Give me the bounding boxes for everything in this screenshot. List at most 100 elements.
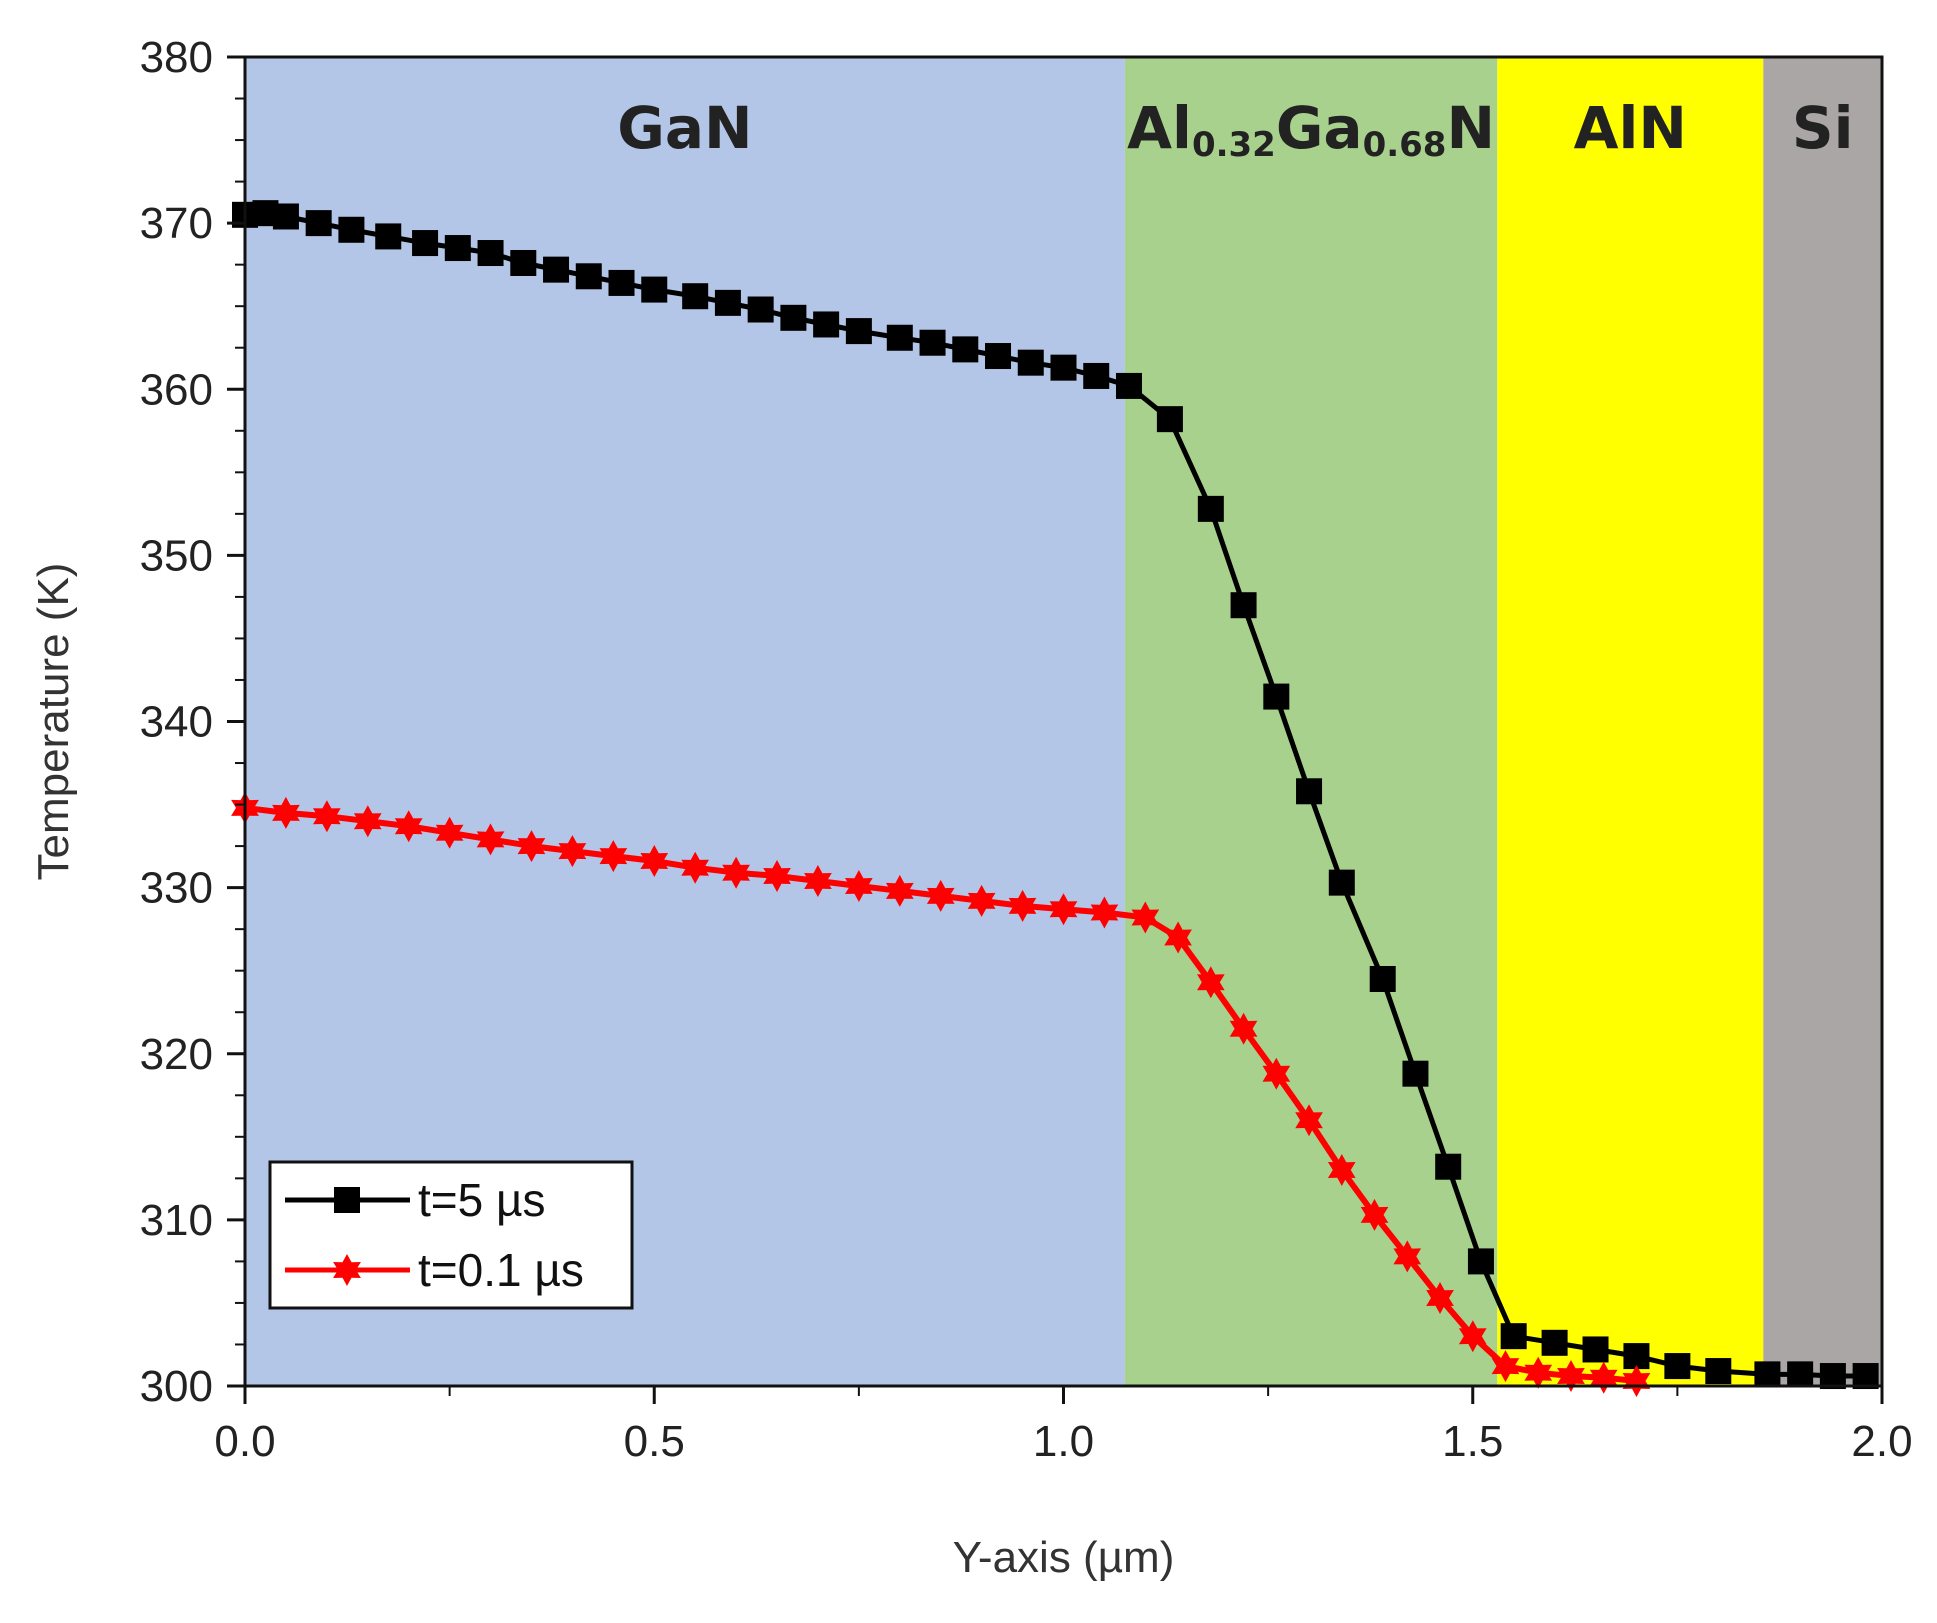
data-point xyxy=(1426,1282,1454,1314)
data-point xyxy=(1458,1320,1487,1353)
data-point xyxy=(1197,966,1225,999)
data-point xyxy=(1328,869,1355,896)
y-axis-title: Temperature (K) xyxy=(29,563,78,881)
legend-label: t=0.1 µs xyxy=(418,1244,584,1296)
data-point xyxy=(1664,1353,1691,1380)
data-point xyxy=(1049,893,1078,926)
data-point xyxy=(1008,889,1037,922)
data-point xyxy=(681,851,709,884)
data-point xyxy=(272,796,300,829)
data-point xyxy=(575,263,602,290)
data-point xyxy=(1754,1361,1781,1388)
y-tick-label: 300 xyxy=(140,1362,213,1411)
legend: t=5 µs t=0.1 µs xyxy=(268,1160,634,1310)
region-label-1: Al0.32Ga0.68N xyxy=(1127,94,1495,165)
x-tick-label: 0.0 xyxy=(214,1417,275,1466)
y-tick-label: 320 xyxy=(140,1030,213,1079)
data-point xyxy=(517,830,546,863)
data-point xyxy=(985,343,1012,370)
data-point xyxy=(1229,1012,1258,1045)
data-point xyxy=(747,296,774,323)
x-tick-label: 2.0 xyxy=(1851,1417,1912,1466)
legend-label: t=5 µs xyxy=(418,1174,546,1226)
data-point xyxy=(886,324,913,351)
data-point xyxy=(804,865,832,897)
y-tick-label: 380 xyxy=(140,33,213,82)
data-point xyxy=(1295,1104,1323,1137)
data-point xyxy=(313,800,341,833)
x-tick-label: 1.5 xyxy=(1442,1417,1503,1466)
data-point xyxy=(1197,495,1224,522)
legend-box xyxy=(268,1160,634,1310)
data-point xyxy=(1115,372,1142,399)
data-point xyxy=(1164,921,1192,954)
data-point xyxy=(375,223,402,250)
data-point xyxy=(1360,1198,1389,1231)
data-point xyxy=(1557,1360,1585,1392)
data-point xyxy=(845,318,872,345)
x-axis: 0.0 0.5 1.0 1.5 2.0 xyxy=(214,1386,1913,1466)
data-point xyxy=(477,240,504,267)
data-point xyxy=(608,269,635,296)
region-label-2: AlN xyxy=(1574,94,1687,162)
region-aln xyxy=(1497,57,1764,1386)
data-point xyxy=(412,230,439,257)
x-tick-label: 1.0 xyxy=(1033,1417,1094,1466)
data-point xyxy=(1262,1057,1291,1090)
data-point xyxy=(967,884,996,917)
data-point xyxy=(444,235,471,262)
data-point xyxy=(1582,1336,1609,1363)
data-point xyxy=(435,816,464,849)
y-tick-label: 330 xyxy=(140,864,213,913)
data-point xyxy=(845,870,873,902)
region-label-0: GaN xyxy=(617,94,752,162)
data-point xyxy=(763,860,791,892)
x-axis-title: Y-axis (µm) xyxy=(953,1533,1175,1582)
y-tick-label: 310 xyxy=(140,1196,213,1245)
data-point xyxy=(1327,1154,1356,1186)
y-tick-label: 340 xyxy=(140,698,213,747)
data-point xyxy=(1491,1350,1520,1383)
data-point xyxy=(1623,1343,1650,1370)
region-si xyxy=(1763,57,1882,1386)
y-axis: 300 310 320 330 340 350 360 370 380 xyxy=(140,33,245,1411)
data-point xyxy=(919,329,946,356)
data-point xyxy=(1467,1248,1494,1275)
y-tick-label: 350 xyxy=(140,531,213,580)
data-point xyxy=(1524,1356,1553,1389)
legend-marker xyxy=(334,1187,360,1213)
region-label-3: Si xyxy=(1792,94,1854,162)
data-point xyxy=(394,810,423,843)
data-point xyxy=(476,823,505,856)
data-point xyxy=(641,276,668,303)
y-tick-label: 370 xyxy=(140,199,213,248)
material-labels: GaN Al0.32Ga0.68N AlN Si xyxy=(617,94,1853,165)
data-point xyxy=(1156,406,1183,433)
data-point xyxy=(1017,349,1044,376)
data-point xyxy=(926,879,955,912)
data-point xyxy=(813,311,840,338)
data-point xyxy=(353,805,382,838)
data-point xyxy=(780,304,807,331)
data-point xyxy=(338,216,365,243)
region-al0-32ga0-68n xyxy=(1124,57,1498,1386)
data-point xyxy=(714,289,741,316)
y-tick-label: 360 xyxy=(140,365,213,414)
data-point xyxy=(1050,354,1077,381)
data-point xyxy=(510,249,537,276)
data-point xyxy=(1369,965,1396,992)
data-point xyxy=(1705,1358,1732,1385)
data-point xyxy=(599,840,628,873)
data-point xyxy=(1393,1240,1422,1273)
data-point xyxy=(682,283,709,310)
data-point xyxy=(558,835,587,868)
data-point xyxy=(1083,362,1110,389)
x-tick-label: 0.5 xyxy=(624,1417,685,1466)
data-point xyxy=(1787,1361,1814,1388)
data-point xyxy=(1402,1060,1429,1087)
data-point xyxy=(305,210,332,237)
legend-marker xyxy=(333,1254,361,1286)
data-point xyxy=(272,203,299,230)
data-point xyxy=(885,874,914,907)
